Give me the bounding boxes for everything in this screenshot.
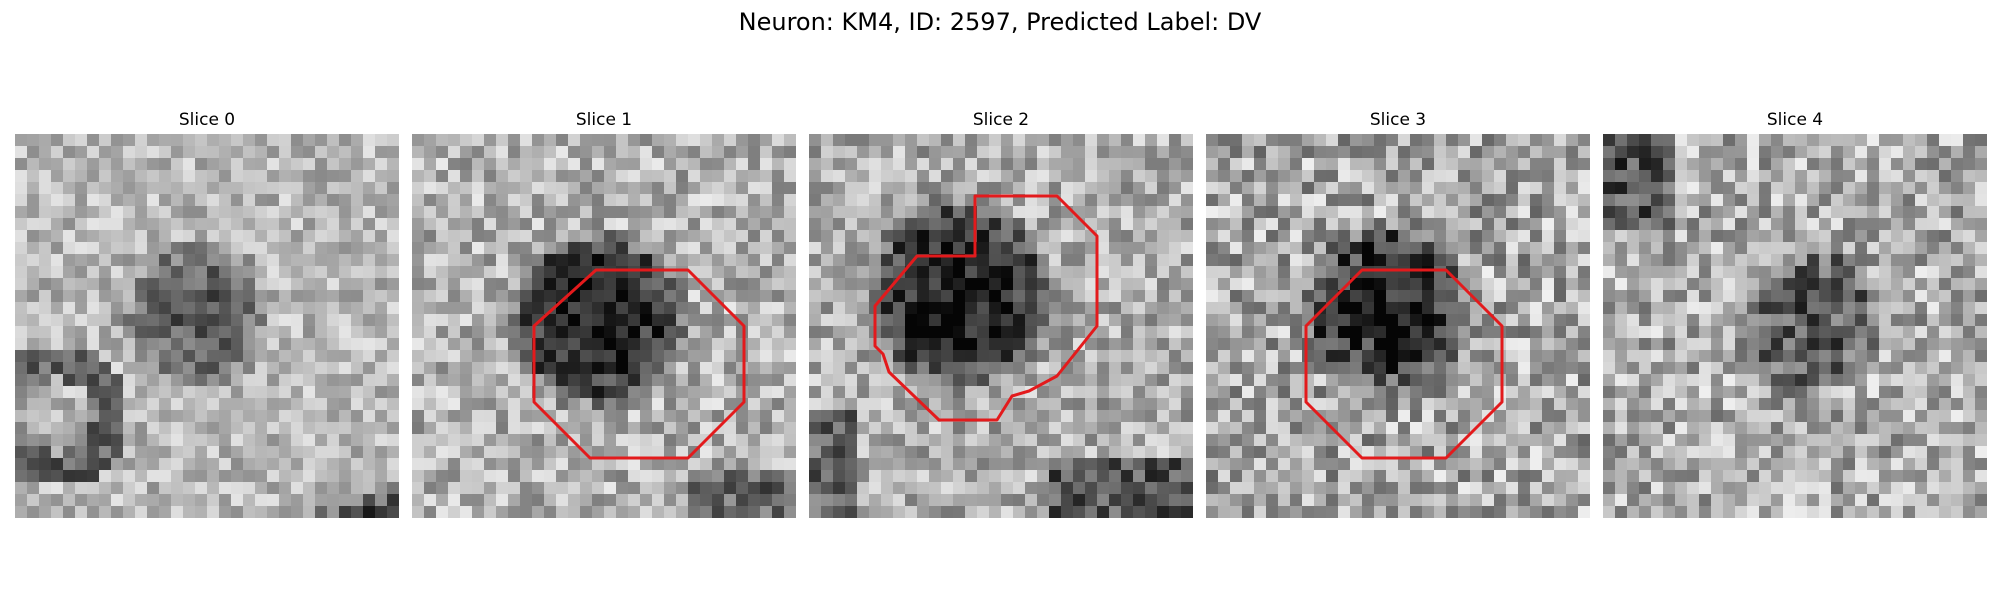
slice-image: [15, 134, 399, 518]
slice-title: Slice 3: [1369, 110, 1427, 130]
slice-title: Slice 4: [1766, 110, 1824, 130]
slice-title: Slice 0: [178, 110, 236, 130]
slice-title: Slice 1: [575, 110, 633, 130]
slice-image: [1206, 134, 1590, 518]
slice-image: [809, 134, 1193, 518]
segmentation-outline: [532, 268, 746, 460]
segmentation-outline: [873, 194, 1099, 422]
slice-image: [412, 134, 796, 518]
figure-title: Neuron: KM4, ID: 2597, Predicted Label: …: [738, 8, 1262, 36]
slice-image: [1603, 134, 1987, 518]
segmentation-outline: [1304, 268, 1504, 460]
slice-title: Slice 2: [972, 110, 1030, 130]
